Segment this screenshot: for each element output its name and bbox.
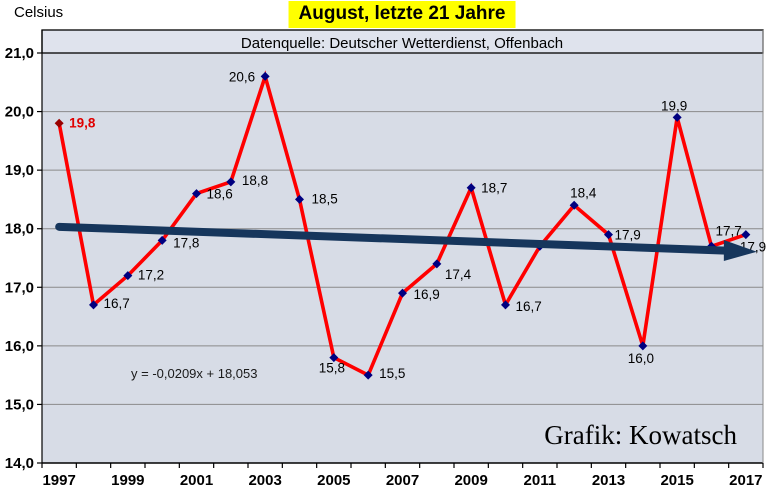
data-point-2006 [363, 370, 373, 380]
data-point-1997 [54, 118, 64, 128]
data-label-2013: 17,9 [615, 228, 641, 243]
x-tick-label-2015: 2015 [660, 472, 693, 489]
x-tick-label-2011: 2011 [524, 472, 557, 489]
data-label-2010: 16,7 [516, 299, 542, 314]
data-point-2010 [501, 300, 510, 310]
data-point-2014 [638, 341, 648, 351]
data-label-1998: 16,7 [104, 296, 130, 311]
data-point-2009 [466, 183, 476, 193]
x-tick-label-2003: 2003 [248, 472, 281, 489]
data-label-1997: 19,8 [69, 115, 96, 130]
x-tick-label-2005: 2005 [317, 472, 350, 489]
trend-arrowhead-icon [723, 240, 757, 262]
data-label-2016: 17,7 [716, 223, 742, 238]
y-tick-label-19: 19,0 [5, 162, 34, 179]
trendline-equation-label: y = -0,0209x + 18,053 [131, 366, 257, 381]
y-tick-label-20: 20,0 [5, 104, 34, 121]
data-label-2004: 18,5 [312, 191, 338, 206]
data-label-2006: 15,5 [379, 366, 405, 381]
data-point-2012 [569, 200, 579, 210]
data-label-2014: 16,0 [628, 351, 654, 366]
x-tick-label-2007: 2007 [386, 472, 419, 489]
data-label-2012: 18,4 [570, 185, 597, 200]
x-tick-label-2013: 2013 [592, 472, 625, 489]
data-point-1998 [89, 300, 98, 310]
x-tick-label-2009: 2009 [454, 472, 487, 489]
x-tick-label-1997: 1997 [42, 472, 75, 489]
data-point-1999 [123, 271, 133, 281]
y-tick-label-16: 16,0 [5, 338, 34, 355]
data-label-2000: 17,8 [173, 235, 199, 250]
data-point-2003 [260, 71, 270, 81]
x-tick-label-2001: 2001 [180, 472, 213, 489]
data-point-2004 [295, 194, 304, 204]
y-tick-label-21: 21,0 [5, 45, 34, 62]
y-tick-label-14: 14,0 [5, 455, 34, 472]
data-point-2007 [398, 288, 407, 298]
data-point-2008 [432, 259, 442, 269]
chart-title: August, letzte 21 Jahre [288, 1, 516, 28]
y-tick-label-17: 17,0 [5, 279, 34, 296]
x-tick-label-2017: 2017 [729, 472, 762, 489]
watermark-credit: Grafik: Kowatsch [544, 420, 737, 450]
data-label-2015: 19,9 [661, 98, 687, 113]
x-tick-label-1999: 1999 [111, 472, 144, 489]
data-point-2000 [157, 235, 167, 245]
data-label-2001: 18,6 [207, 187, 233, 202]
chart-graphics-layer: 14,0 15,0 16,0 17,0 18,0 19,0 20,0 21,0 1997 1999… [5, 29, 766, 489]
data-source-label: Datenquelle: Deutscher Wetterdienst, Off… [241, 35, 563, 52]
data-point-2005 [329, 353, 339, 363]
data-label-2002: 18,8 [242, 173, 268, 188]
data-label-2007: 16,9 [414, 287, 440, 302]
data-point-2017 [741, 230, 751, 240]
data-label-2008: 17,4 [445, 267, 472, 282]
data-label-2005: 15,8 [319, 361, 345, 376]
y-tick-label-18: 18,0 [5, 221, 34, 238]
data-label-2003: 20,6 [229, 69, 255, 84]
data-point-2002 [226, 177, 236, 187]
data-point-2001 [192, 189, 201, 199]
data-point-2015 [672, 112, 682, 122]
data-point-2013 [604, 230, 613, 240]
data-label-2009: 18,7 [481, 181, 507, 196]
y-tick-label-15: 15,0 [5, 396, 34, 413]
trend-line [55, 222, 730, 255]
data-label-1999: 17,2 [138, 268, 164, 283]
y-axis-unit-label: Celsius [14, 4, 64, 21]
